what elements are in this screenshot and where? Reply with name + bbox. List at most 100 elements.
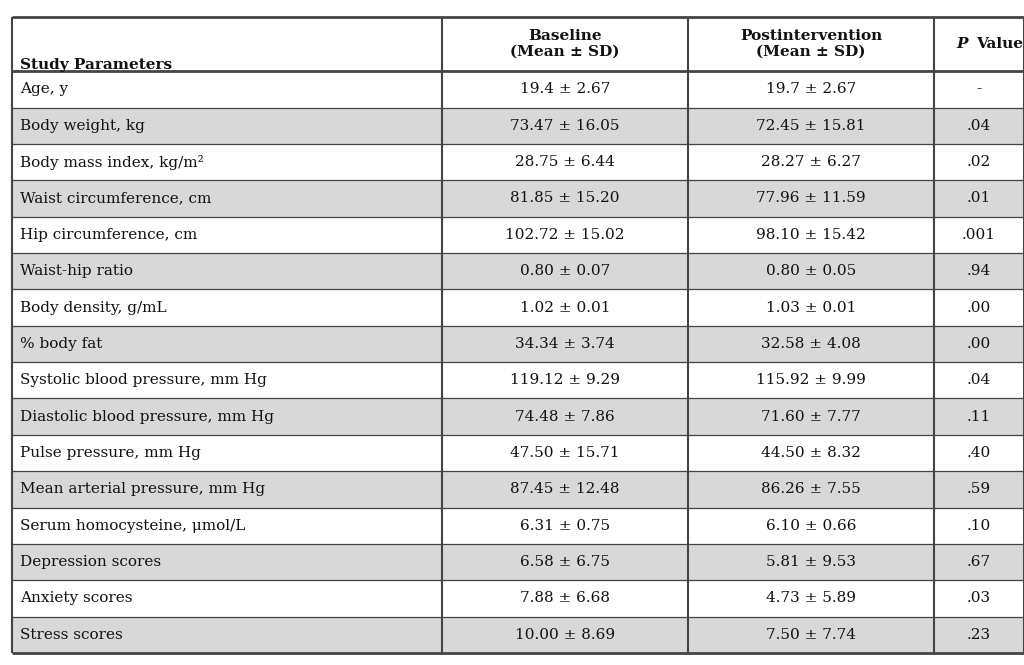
Bar: [442, 544, 688, 581]
Text: 77.96 ± 11.59: 77.96 ± 11.59: [756, 192, 866, 205]
Bar: [12, 581, 442, 616]
Text: Serum homocysteine, μmol/L: Serum homocysteine, μmol/L: [20, 519, 246, 533]
Text: 119.12 ± 9.29: 119.12 ± 9.29: [510, 373, 621, 387]
Bar: [442, 616, 688, 653]
Text: 10.00 ± 8.69: 10.00 ± 8.69: [515, 628, 615, 642]
Text: 102.72 ± 15.02: 102.72 ± 15.02: [506, 228, 625, 242]
Text: .40: .40: [967, 446, 991, 460]
Bar: [12, 289, 442, 326]
Text: 34.34 ± 3.74: 34.34 ± 3.74: [515, 337, 615, 351]
Text: .11: .11: [967, 410, 991, 424]
Bar: [934, 180, 1024, 217]
Bar: [934, 326, 1024, 362]
Text: 72.45 ± 15.81: 72.45 ± 15.81: [757, 119, 865, 133]
Bar: [688, 507, 934, 544]
Text: 71.60 ± 7.77: 71.60 ± 7.77: [761, 410, 861, 424]
Bar: [688, 398, 934, 435]
Bar: [688, 217, 934, 253]
Bar: [688, 180, 934, 217]
Text: .23: .23: [967, 628, 991, 642]
Bar: [12, 471, 442, 507]
Text: .03: .03: [967, 591, 991, 605]
Text: .04: .04: [967, 373, 991, 387]
Bar: [688, 362, 934, 398]
Text: 47.50 ± 15.71: 47.50 ± 15.71: [511, 446, 620, 460]
Text: 28.75 ± 6.44: 28.75 ± 6.44: [515, 155, 615, 169]
Text: .00: .00: [967, 301, 991, 315]
Bar: [12, 71, 442, 108]
Bar: [442, 398, 688, 435]
Bar: [442, 362, 688, 398]
Text: 73.47 ± 16.05: 73.47 ± 16.05: [511, 119, 620, 133]
Bar: [688, 435, 934, 471]
Text: P: P: [956, 37, 969, 51]
Bar: [12, 253, 442, 289]
Bar: [12, 144, 442, 180]
Text: 98.10 ± 15.42: 98.10 ± 15.42: [756, 228, 866, 242]
Text: 7.50 ± 7.74: 7.50 ± 7.74: [766, 628, 856, 642]
Text: .59: .59: [967, 482, 991, 496]
Bar: [12, 398, 442, 435]
Bar: [688, 144, 934, 180]
Text: 1.02 ± 0.01: 1.02 ± 0.01: [520, 301, 610, 315]
Text: Body mass index, kg/m²: Body mass index, kg/m²: [20, 154, 204, 170]
Text: Hip circumference, cm: Hip circumference, cm: [20, 228, 198, 242]
Text: Waist circumference, cm: Waist circumference, cm: [20, 192, 212, 205]
Bar: [934, 17, 1024, 71]
Bar: [934, 362, 1024, 398]
Bar: [442, 108, 688, 144]
Bar: [934, 71, 1024, 108]
Bar: [12, 544, 442, 581]
Bar: [934, 217, 1024, 253]
Text: .02: .02: [967, 155, 991, 169]
Bar: [688, 581, 934, 616]
Text: Baseline
(Mean ± SD): Baseline (Mean ± SD): [511, 29, 620, 59]
Bar: [442, 144, 688, 180]
Text: Diastolic blood pressure, mm Hg: Diastolic blood pressure, mm Hg: [20, 410, 274, 424]
Text: 1.03 ± 0.01: 1.03 ± 0.01: [766, 301, 856, 315]
Text: 87.45 ± 12.48: 87.45 ± 12.48: [511, 482, 620, 496]
Bar: [12, 362, 442, 398]
Bar: [442, 326, 688, 362]
Bar: [688, 289, 934, 326]
Text: 6.10 ± 0.66: 6.10 ± 0.66: [766, 519, 856, 533]
Text: Body density, g/mL: Body density, g/mL: [20, 301, 167, 315]
Bar: [12, 435, 442, 471]
Bar: [442, 217, 688, 253]
Bar: [442, 180, 688, 217]
Text: Pulse pressure, mm Hg: Pulse pressure, mm Hg: [20, 446, 202, 460]
Text: 19.7 ± 2.67: 19.7 ± 2.67: [766, 82, 856, 96]
Bar: [12, 326, 442, 362]
Bar: [12, 616, 442, 653]
Bar: [12, 217, 442, 253]
Text: Anxiety scores: Anxiety scores: [20, 591, 133, 605]
Text: .10: .10: [967, 519, 991, 533]
Bar: [12, 108, 442, 144]
Text: % body fat: % body fat: [20, 337, 102, 351]
Text: Value: Value: [976, 37, 1023, 51]
Text: 6.58 ± 6.75: 6.58 ± 6.75: [520, 555, 610, 569]
Bar: [442, 471, 688, 507]
Text: Stress scores: Stress scores: [20, 628, 123, 642]
Text: 7.88 ± 6.68: 7.88 ± 6.68: [520, 591, 610, 605]
Bar: [442, 435, 688, 471]
Bar: [688, 71, 934, 108]
Text: 19.4 ± 2.67: 19.4 ± 2.67: [520, 82, 610, 96]
Text: .04: .04: [967, 119, 991, 133]
Text: 28.27 ± 6.27: 28.27 ± 6.27: [761, 155, 861, 169]
Bar: [688, 17, 934, 71]
Text: Waist-hip ratio: Waist-hip ratio: [20, 264, 133, 278]
Bar: [688, 253, 934, 289]
Bar: [934, 435, 1024, 471]
Text: .001: .001: [962, 228, 996, 242]
Bar: [442, 17, 688, 71]
Bar: [688, 616, 934, 653]
Text: Body weight, kg: Body weight, kg: [20, 119, 145, 133]
Bar: [934, 471, 1024, 507]
Bar: [12, 507, 442, 544]
Bar: [934, 544, 1024, 581]
Text: Study Parameters: Study Parameters: [20, 58, 173, 72]
Text: .67: .67: [967, 555, 991, 569]
Bar: [934, 108, 1024, 144]
Text: 0.80 ± 0.05: 0.80 ± 0.05: [766, 264, 856, 278]
